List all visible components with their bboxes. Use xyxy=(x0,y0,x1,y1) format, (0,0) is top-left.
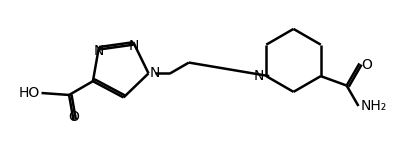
Text: O: O xyxy=(68,110,79,124)
Text: N: N xyxy=(94,44,104,58)
Text: NH₂: NH₂ xyxy=(360,99,386,113)
Text: HO: HO xyxy=(18,86,40,100)
Text: N: N xyxy=(149,66,160,80)
Text: N: N xyxy=(129,39,139,53)
Text: O: O xyxy=(360,58,371,72)
Text: N: N xyxy=(253,69,264,83)
